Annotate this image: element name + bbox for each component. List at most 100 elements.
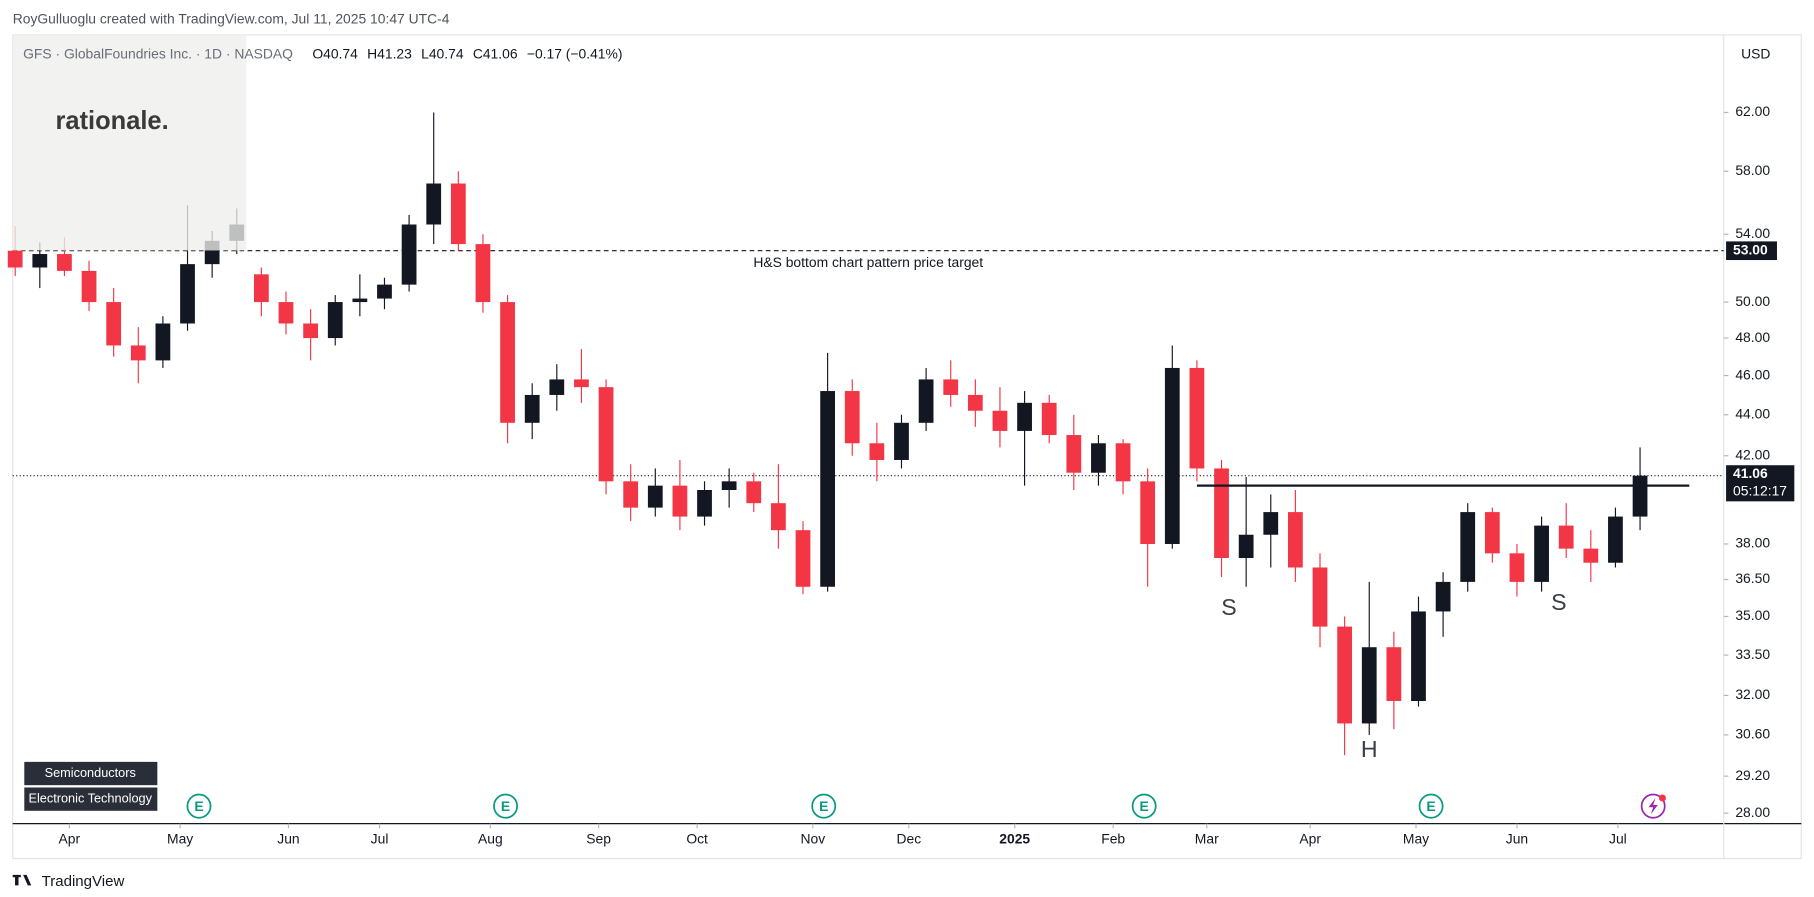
y-tick-label: 30.60 [1735, 726, 1770, 742]
y-tick-label: 42.00 [1735, 446, 1770, 462]
sector-tag: Electronic Technology [28, 790, 152, 805]
x-tick-label: Jul [1609, 831, 1627, 847]
footer-logo [12, 874, 32, 886]
candle-body [278, 302, 294, 324]
candle-body [180, 264, 195, 324]
candle-body [1460, 512, 1476, 582]
events-icon [1640, 793, 1666, 819]
candle-body [1238, 534, 1254, 559]
candle-body [500, 302, 515, 423]
candle-body [992, 410, 1008, 431]
candle-body [401, 224, 417, 285]
candle-body [1534, 525, 1549, 582]
x-tick-label: Aug [478, 831, 503, 847]
x-tick-label: May [167, 831, 193, 847]
frame [12, 34, 1802, 860]
pattern-label: H [1361, 736, 1378, 762]
y-tick-label: 46.00 [1735, 366, 1770, 382]
plot: 62.00 58.00 54.00 50.00 48.00 46.00 44.00 42.00… [7, 103, 1795, 847]
x-tick-label: Dec [897, 831, 922, 847]
y-tick-label: 54.00 [1735, 225, 1770, 241]
y-tick-label: 36.50 [1735, 570, 1770, 586]
candle-body [1017, 402, 1032, 431]
y-tick-label: 62.00 [1735, 103, 1770, 119]
candle-body [943, 379, 959, 395]
candle-body [524, 394, 540, 423]
candle-body [869, 443, 885, 460]
y-tick-label: 38.00 [1735, 535, 1770, 551]
candle-body [57, 254, 72, 271]
candle-body [81, 270, 97, 303]
chart-title: GFS · GlobalFoundries Inc. · 1D · NASDAQ [23, 45, 293, 61]
y-tick-label: 28.00 [1735, 804, 1770, 820]
target-label: 53.00 [1733, 241, 1768, 257]
x-tick-label: Jun [1506, 831, 1528, 847]
candle-body [253, 274, 269, 303]
tag-box [24, 761, 158, 786]
y-tick-label: 35.00 [1735, 607, 1770, 623]
candle-body [770, 503, 786, 531]
target-text: H&S bottom chart pattern price target [753, 254, 983, 270]
earnings-marker: E [194, 798, 203, 814]
x-tick-label: 2025 [999, 831, 1030, 847]
earnings-marker: E [501, 798, 510, 814]
logo-panel [12, 34, 247, 251]
candle-body [475, 244, 491, 303]
earnings-icon [1131, 793, 1157, 819]
candle-body [1608, 516, 1623, 563]
ohlc-value: L40.74 [421, 45, 464, 61]
logo: rationale. [56, 107, 169, 135]
candle-body [598, 387, 614, 482]
ohlc-value: O40.74 [312, 45, 358, 61]
candle-body [1041, 402, 1057, 436]
countdown: 05:12:17 [1733, 483, 1787, 499]
candle-body [1066, 435, 1082, 473]
candle-body [155, 323, 171, 361]
candle-body [352, 298, 368, 303]
candle-body [130, 345, 146, 361]
candle-body [1632, 475, 1648, 517]
candle-body [303, 323, 319, 339]
candle-body [623, 481, 639, 508]
x-tick-label: Jul [371, 831, 389, 847]
pattern-label: S [1221, 594, 1236, 620]
x-tick-label: Apr [59, 831, 81, 847]
currency: USD [1741, 45, 1770, 61]
y-tick-label: 44.00 [1735, 405, 1770, 421]
candle-body [7, 250, 23, 268]
candle-body [1140, 481, 1156, 544]
ohlc-legend: O40.74 H41.23 L40.74 C41.06 −0.17 (−0.41%) [312, 45, 622, 61]
x-tick-label: Oct [686, 831, 708, 847]
x-tick-label: Nov [801, 831, 826, 847]
earnings-marker: E [1426, 798, 1435, 814]
candle-body [1361, 647, 1377, 724]
y-tick-label: 50.00 [1735, 293, 1770, 309]
candle-body [1583, 548, 1599, 563]
candle-body [746, 481, 762, 504]
candle-body [1263, 512, 1279, 535]
target-badge [1726, 241, 1777, 261]
earnings-icon [811, 793, 837, 819]
candle-body [894, 422, 909, 460]
earnings-icon [186, 793, 212, 819]
candle-body [967, 394, 983, 411]
candle-body [1312, 567, 1328, 627]
candle-body [377, 284, 392, 299]
candle-body [426, 183, 442, 225]
candle-body [820, 391, 836, 587]
candle-body [721, 481, 737, 490]
ohlc-value: C41.06 [473, 45, 518, 61]
y-tick-label: 29.20 [1735, 767, 1770, 783]
candle-body [1509, 553, 1525, 582]
candle-body [1288, 512, 1303, 568]
candle-body [549, 379, 565, 395]
x-tick-label: Jun [277, 831, 299, 847]
candle-body [327, 302, 343, 339]
candle-body [1411, 611, 1426, 701]
credit: RoyGulluoglu created with TradingView.co… [13, 10, 450, 26]
candle-body [697, 489, 712, 517]
earnings-marker: E [1140, 798, 1149, 814]
y-tick-label: 58.00 [1735, 162, 1770, 178]
